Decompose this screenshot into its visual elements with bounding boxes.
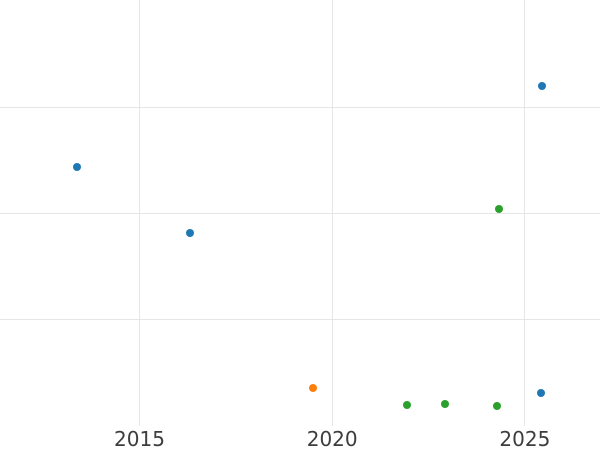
scatter-point-blue	[536, 389, 545, 398]
plot-area	[0, 0, 600, 426]
scatter-point-green	[440, 399, 449, 408]
x-axis-tick-label: 2015	[114, 427, 165, 450]
gridline-y	[0, 106, 600, 108]
x-axis-tick-label: 2025	[499, 427, 551, 450]
scatter-point-green	[493, 401, 502, 410]
gridline-x	[331, 0, 333, 426]
scatter-point-orange	[309, 383, 318, 392]
gridline-x	[524, 0, 526, 426]
scatter-point-blue	[186, 228, 195, 237]
x-axis: 2015 2020 2025	[0, 426, 600, 450]
x-axis-tick-label: 2020	[306, 427, 358, 450]
scatter-point-blue	[537, 82, 546, 91]
gridline-y	[0, 213, 600, 215]
gridline-x	[138, 0, 140, 426]
gridline-y	[0, 319, 600, 321]
scatter-point-green	[402, 400, 411, 409]
scatter-point-green	[494, 205, 503, 214]
scatter-point-blue	[73, 162, 82, 171]
